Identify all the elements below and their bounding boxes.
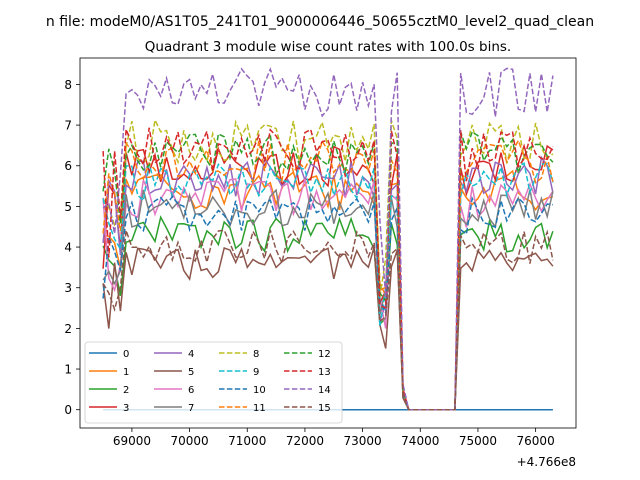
series-line-15 <box>102 229 554 411</box>
series-line-3 <box>102 143 554 411</box>
legend-label-12: 12 <box>318 349 331 360</box>
series-line-6 <box>102 177 554 411</box>
series-line-2 <box>102 215 554 411</box>
legend-label-14: 14 <box>318 385 331 396</box>
series-line-9 <box>102 162 554 411</box>
series-line-14 <box>102 67 554 411</box>
series-layer <box>102 67 554 411</box>
x-tick-label: 76000 <box>517 434 555 448</box>
x-tick-label: 75000 <box>459 434 497 448</box>
y-tick-label: 0 <box>64 403 72 417</box>
legend-label-2: 2 <box>123 385 129 396</box>
series-line-10 <box>102 195 553 411</box>
series-line-8 <box>102 117 554 411</box>
legend-label-1: 1 <box>123 367 129 378</box>
y-tick-label: 7 <box>64 119 72 133</box>
x-tick-label: 74000 <box>401 434 439 448</box>
legend-label-4: 4 <box>188 349 194 360</box>
series-line-7 <box>102 188 554 411</box>
y-tick-label: 4 <box>64 241 72 255</box>
axes-frame <box>79 57 577 429</box>
series-line-12 <box>102 130 554 411</box>
legend-label-13: 13 <box>318 367 331 378</box>
x-tick-label: 71000 <box>228 434 266 448</box>
x-tick-label: 72000 <box>286 434 324 448</box>
y-tick-label: 2 <box>64 322 72 336</box>
y-axis: 0 1 2 3 4 5 6 7 8 <box>64 78 80 417</box>
legend-label-3: 3 <box>123 403 129 414</box>
x-tick-label: 69000 <box>113 434 151 448</box>
legend-label-8: 8 <box>253 349 259 360</box>
y-tick-label: 6 <box>64 159 72 173</box>
legend-frame <box>84 341 343 424</box>
x-axis: 69000 70000 71000 72000 73000 74000 75000 76000 <box>113 428 555 448</box>
chart-title: Quadrant 3 module wise count rates with … <box>145 39 511 55</box>
y-tick-label: 3 <box>64 281 72 295</box>
legend-label-6: 6 <box>188 385 194 396</box>
legend-label-11: 11 <box>253 403 266 414</box>
series-line-1 <box>102 169 554 411</box>
legend-label-10: 10 <box>253 385 266 396</box>
y-tick-label: 8 <box>64 78 72 92</box>
legend-label-5: 5 <box>188 367 194 378</box>
legend-label-15: 15 <box>318 403 331 414</box>
series-line-13 <box>102 127 554 411</box>
x-tick-label: 70000 <box>170 434 208 448</box>
y-tick-label: 1 <box>64 363 72 377</box>
series-line-11 <box>102 138 554 411</box>
legend-label-0: 0 <box>123 349 129 360</box>
x-offset-label: +4.766e8 <box>517 455 576 469</box>
figure-suptitle: n file: modeM0/AS1T05_241T01_9000006446_… <box>46 14 594 30</box>
legend-label-7: 7 <box>188 403 194 414</box>
x-tick-label: 73000 <box>344 434 382 448</box>
y-tick-label: 5 <box>64 200 72 214</box>
legend-label-9: 9 <box>253 367 259 378</box>
